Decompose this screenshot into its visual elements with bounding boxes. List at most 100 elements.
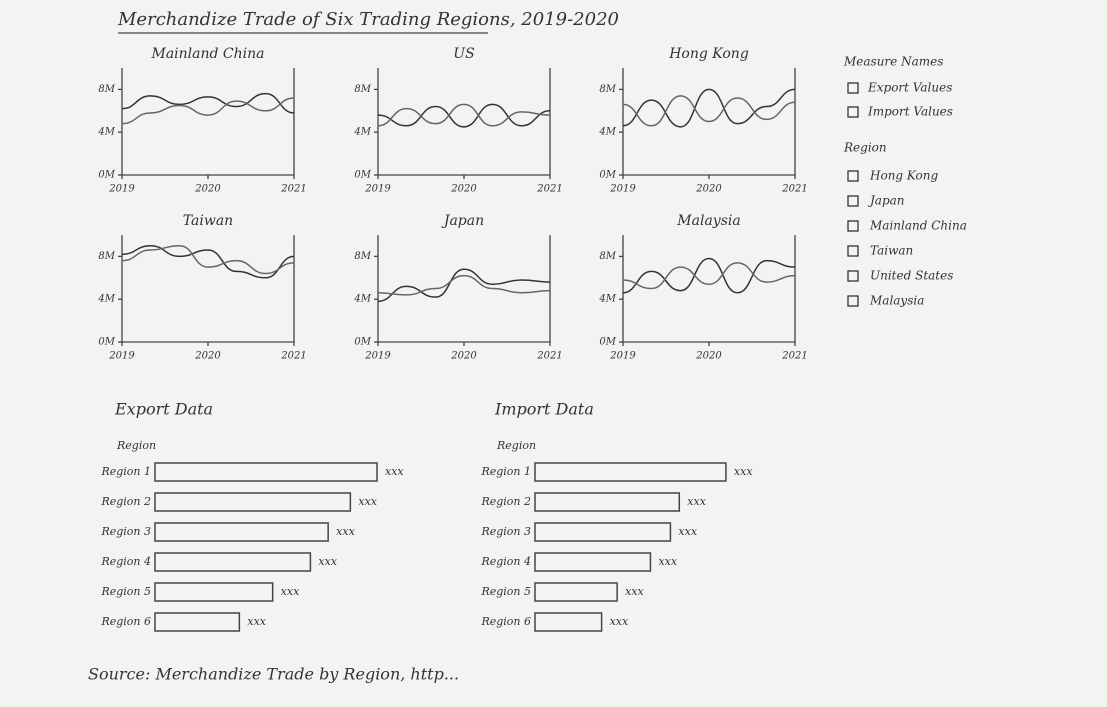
x-tick-label: 2020 [695,184,722,195]
category-label: Region 1 [100,465,151,478]
legend-item: Mainland China [869,219,967,233]
series-line [622,257,796,294]
category-label: Region 6 [480,615,531,628]
category-label: Region 2 [100,495,151,508]
x-tick-label: 2020 [695,351,722,362]
y-tick-label: 4M [598,294,616,305]
category-label: Region 5 [100,585,151,598]
x-tick-label: 2020 [450,184,477,195]
checkbox [847,82,859,94]
category-label: Region 2 [480,495,531,508]
y-tick-label: 4M [97,294,115,305]
y-tick-label: 0M [98,170,115,181]
value-label: xxx [625,585,644,598]
x-tick-label: 2020 [194,351,221,362]
value-label: xxx [734,465,753,478]
checkbox [847,106,859,118]
legend-item: Import Values [867,105,953,119]
y-tick-label: 0M [599,337,616,348]
bar [154,612,241,632]
x-tick-label: 2019 [609,184,636,195]
series-line [622,262,796,290]
y-tick-label: 4M [598,127,616,138]
y-tick-label: 4M [353,127,371,138]
y-tick-label: 4M [97,127,115,138]
checkbox [847,270,859,282]
chart-title: Mainland China [151,46,265,62]
y-tick-label: 4M [353,294,371,305]
y-tick-label: 0M [98,337,115,348]
legend-title: Region [843,141,887,155]
x-tick-label: 2020 [194,184,221,195]
legend-item: Taiwan [870,244,913,258]
bar [534,492,681,512]
bar [154,492,352,512]
x-tick-label: 2019 [364,351,391,362]
value-label: xxx [385,465,404,478]
bar [154,582,274,602]
x-tick-label: 2021 [536,351,562,362]
axis-label: Region [496,439,536,452]
series-line [121,97,295,125]
checkbox [847,170,859,182]
checkbox [847,295,859,307]
category-label: Region 3 [480,525,531,538]
series-line [622,95,796,127]
x-tick-label: 2019 [108,351,135,362]
legend-item: Japan [867,194,905,208]
legend-item: Malaysia [869,294,924,308]
y-tick-label: 8M [599,251,616,262]
bar [534,612,603,632]
series-line [377,274,551,296]
chart-title: Import Data [494,400,594,419]
series-line [121,244,295,279]
category-label: Region 4 [100,555,151,568]
y-tick-label: 0M [599,170,616,181]
x-tick-label: 2021 [781,184,807,195]
legend-item: Hong Kong [869,169,939,183]
y-tick-label: 0M [354,337,371,348]
value-label: xxx [281,585,300,598]
checkbox [847,245,859,257]
bar [154,522,329,542]
x-tick-label: 2020 [450,351,477,362]
series-line [121,92,295,114]
series-line [377,268,551,303]
legend-title: Measure Names [843,55,943,69]
x-tick-label: 2019 [108,184,135,195]
category-label: Region 5 [480,585,531,598]
bar [534,462,727,482]
chart-title: Hong Kong [668,46,749,62]
legend-item: United States [870,269,953,283]
value-label: xxx [610,615,629,628]
y-tick-label: 8M [98,84,115,95]
value-label: xxx [247,615,266,628]
category-label: Region 1 [480,465,531,478]
y-tick-label: 8M [354,251,371,262]
y-tick-label: 8M [599,84,616,95]
chart-title: Japan [441,213,484,229]
chart-title: Export Data [114,400,213,419]
series-line [377,103,551,128]
x-tick-label: 2021 [280,351,306,362]
bar [534,552,652,572]
x-tick-label: 2019 [364,184,391,195]
chart-title: Malaysia [676,213,740,229]
category-label: Region 4 [480,555,531,568]
checkbox [847,220,859,232]
checkbox [847,195,859,207]
y-tick-label: 8M [98,251,115,262]
bar [154,462,378,482]
legend-item: Export Values [867,81,952,95]
bar [154,552,312,572]
series-line [121,244,295,275]
value-label: xxx [318,555,337,568]
y-tick-label: 0M [354,170,371,181]
source: Source: Merchandize Trade by Region, htt… [88,665,459,684]
series-line [377,103,551,127]
category-label: Region 3 [100,525,151,538]
dashboard-title: Merchandize Trade of Six Trading Regions… [117,9,619,30]
axis-label: Region [116,439,156,452]
x-tick-label: 2021 [781,351,807,362]
